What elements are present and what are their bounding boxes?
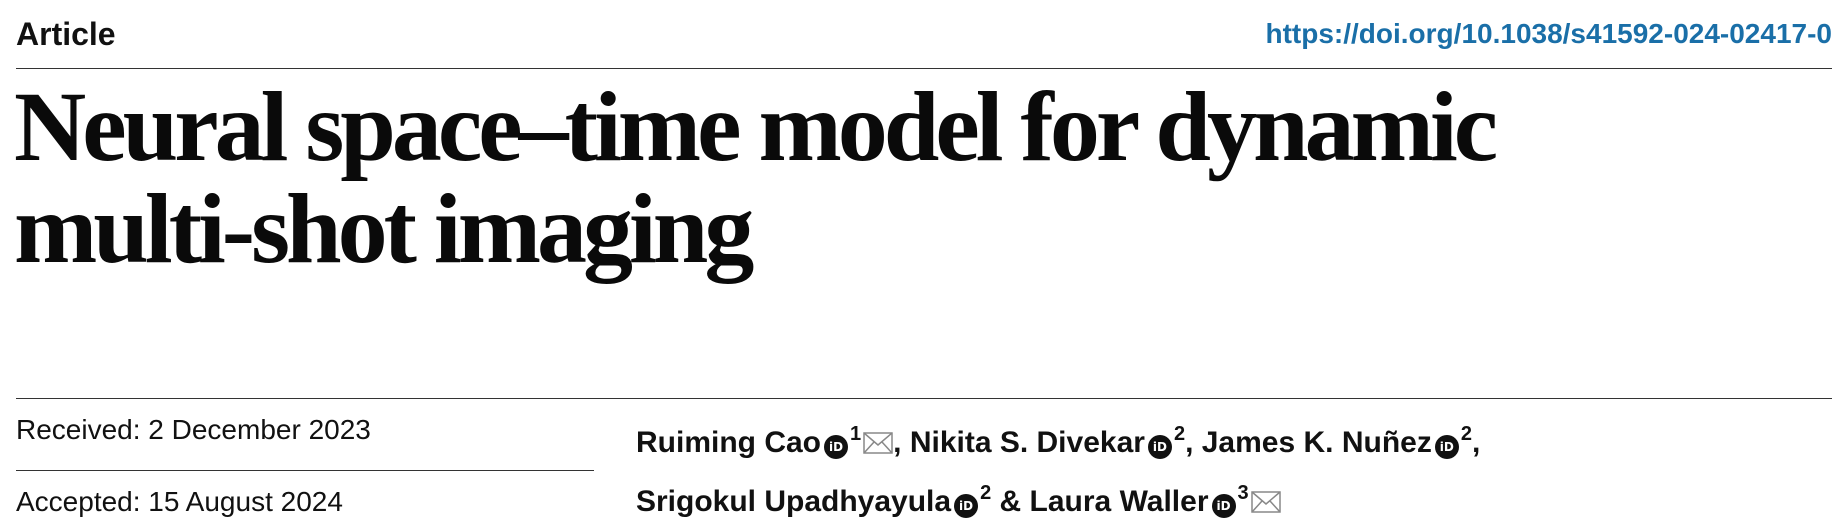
- title-line-1: Neural space–time model for dynamic: [14, 71, 1498, 182]
- orcid-icon[interactable]: iD: [1147, 435, 1172, 459]
- middle-divider: [16, 398, 1832, 399]
- dates-divider: [16, 470, 594, 471]
- author-separator: ,: [893, 426, 902, 459]
- affiliation-number[interactable]: 3: [1237, 482, 1249, 504]
- author-name[interactable]: Laura Waller: [1029, 485, 1209, 518]
- envelope-icon[interactable]: [863, 421, 893, 469]
- author-separator: ,: [1185, 426, 1194, 459]
- author-name[interactable]: Nikita S. Divekar: [909, 426, 1145, 459]
- author-line-2: Srigokul Upadhyayula iD2 & Laura Waller iD…: [636, 469, 1816, 528]
- orcid-icon[interactable]: iD: [824, 435, 848, 459]
- orcid-icon[interactable]: iD: [1434, 435, 1459, 459]
- author-list: Ruiming Cao iD1, Nikita S. Divekar iD2, Ja…: [636, 410, 1816, 528]
- author-name[interactable]: Srigokul Upadhyayula: [636, 485, 952, 518]
- article-title: Neural space–time model for dynamic mult…: [14, 76, 1714, 280]
- title-line-2: multi-shot imaging: [14, 173, 754, 284]
- author-separator: &: [991, 485, 1022, 518]
- article-type-label: Article: [16, 16, 116, 52]
- author-name[interactable]: James K. Nuñez: [1201, 426, 1432, 459]
- top-divider: [16, 68, 1832, 69]
- top-bar: Article https://doi.org/10.1038/s41592-0…: [16, 14, 1832, 54]
- author-name[interactable]: Ruiming Cao: [636, 426, 821, 459]
- affiliation-number[interactable]: 2: [1460, 423, 1472, 445]
- affiliation-number[interactable]: 1: [850, 423, 862, 445]
- received-date: Received: 2 December 2023: [16, 414, 371, 445]
- accepted-date: Accepted: 15 August 2024: [16, 486, 343, 517]
- orcid-icon[interactable]: iD: [1211, 494, 1236, 518]
- affiliation-number[interactable]: 2: [980, 482, 992, 504]
- doi-link[interactable]: https://doi.org/10.1038/s41592-024-02417…: [1265, 18, 1832, 49]
- affiliation-number[interactable]: 2: [1173, 423, 1186, 445]
- envelope-icon[interactable]: [1250, 480, 1281, 528]
- orcid-icon[interactable]: iD: [954, 494, 979, 518]
- author-line-1: Ruiming Cao iD1, Nikita S. Divekar iD2, Ja…: [636, 410, 1816, 469]
- author-separator: ,: [1471, 426, 1481, 459]
